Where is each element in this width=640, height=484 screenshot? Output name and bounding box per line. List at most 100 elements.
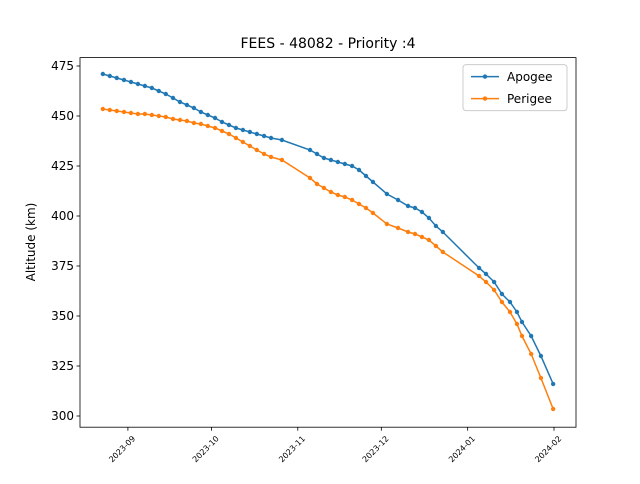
data-point <box>261 133 267 139</box>
data-point <box>212 115 218 121</box>
data-point <box>212 125 218 131</box>
data-point <box>405 229 411 235</box>
data-point <box>279 157 285 163</box>
data-point <box>335 159 341 165</box>
data-point <box>370 210 376 216</box>
data-point <box>491 287 497 293</box>
data-point <box>268 154 274 160</box>
y-tick-label: 400 <box>51 209 74 223</box>
data-point <box>279 137 285 143</box>
data-point <box>514 321 520 327</box>
data-point <box>198 121 204 127</box>
data-point <box>247 129 253 135</box>
data-point <box>121 77 127 83</box>
data-point <box>483 271 489 277</box>
y-axis-label: Altitude (km) <box>24 203 38 282</box>
data-point <box>100 106 106 112</box>
data-point <box>128 79 134 85</box>
data-point <box>226 131 232 137</box>
chart-title: FEES - 48082 - Priority :4 <box>241 36 416 52</box>
data-point <box>177 99 183 105</box>
data-point <box>476 273 482 279</box>
data-point <box>240 127 246 133</box>
data-point <box>328 189 334 195</box>
legend-marker <box>482 96 488 101</box>
data-point <box>528 351 534 357</box>
data-point <box>268 135 274 141</box>
data-point <box>149 112 155 118</box>
data-point <box>170 95 176 101</box>
data-point <box>499 299 505 305</box>
data-point <box>440 229 446 235</box>
data-point <box>254 131 260 137</box>
data-point <box>538 353 544 359</box>
data-point <box>321 185 327 191</box>
data-point <box>476 265 482 271</box>
data-point <box>499 291 505 297</box>
data-point <box>107 107 112 113</box>
y-tick-label: 325 <box>51 359 74 373</box>
data-point <box>240 139 246 145</box>
data-point <box>142 83 148 89</box>
data-point <box>433 223 439 229</box>
data-point <box>128 110 134 116</box>
data-point <box>135 111 141 117</box>
data-point <box>121 109 127 115</box>
data-point <box>440 249 446 255</box>
data-point <box>538 375 544 381</box>
data-point <box>384 191 390 197</box>
data-point <box>519 333 525 339</box>
data-point <box>335 192 341 198</box>
data-point <box>426 237 432 243</box>
data-point <box>412 205 418 211</box>
plot-frame <box>79 57 577 428</box>
data-point <box>384 221 390 227</box>
data-point <box>356 201 362 207</box>
data-point <box>142 111 148 117</box>
legend-marker <box>482 74 488 79</box>
data-point <box>550 406 556 412</box>
data-point <box>254 147 260 153</box>
y-tick-label: 350 <box>51 309 74 323</box>
data-point <box>261 151 267 157</box>
data-point <box>370 179 376 185</box>
data-point <box>349 197 355 203</box>
data-point <box>528 333 534 339</box>
data-point <box>184 102 190 108</box>
data-point <box>191 120 197 126</box>
data-point <box>184 118 190 124</box>
data-point <box>114 108 119 114</box>
series <box>100 106 556 412</box>
data-point <box>356 167 362 173</box>
data-point <box>395 225 401 231</box>
data-point <box>363 173 369 179</box>
data-point <box>156 113 162 119</box>
data-point <box>163 91 168 97</box>
data-point <box>412 231 418 237</box>
data-point <box>363 205 369 211</box>
data-point <box>349 163 355 169</box>
data-point <box>135 81 141 87</box>
series <box>100 71 556 387</box>
data-point <box>170 116 176 122</box>
y-tick-label: 475 <box>51 59 74 73</box>
data-point <box>491 279 497 285</box>
data-point <box>177 117 183 123</box>
data-point <box>514 309 520 315</box>
data-point <box>114 75 119 81</box>
y-tick-label: 425 <box>51 159 74 173</box>
data-point <box>483 279 489 285</box>
data-point <box>219 119 225 125</box>
data-point <box>314 151 320 157</box>
data-point <box>205 112 211 118</box>
data-point <box>156 88 162 94</box>
data-point <box>198 109 204 115</box>
data-point <box>247 143 253 149</box>
data-point <box>433 243 439 249</box>
data-point <box>507 309 513 315</box>
data-point <box>219 128 225 134</box>
y-tick-label: 300 <box>51 409 74 423</box>
data-point <box>321 155 327 161</box>
data-point <box>233 125 239 131</box>
